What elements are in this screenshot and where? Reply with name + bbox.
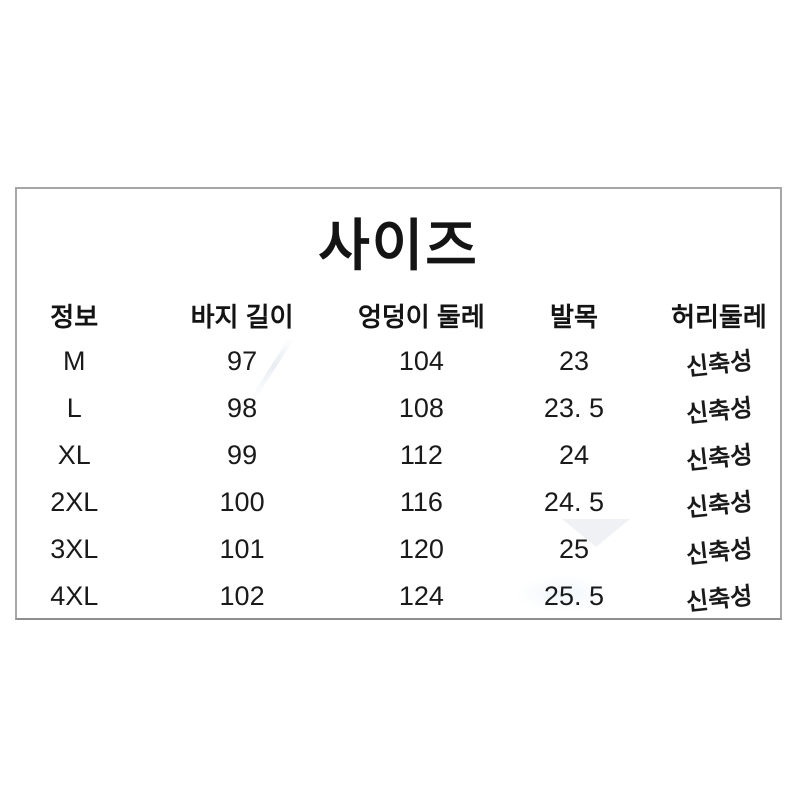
size-chart-panel: 사이즈 정보 바지 길이 엉덩이 둘레 발목 허리둘레 M 97 104 23 …: [15, 187, 782, 620]
cell-ankle: 23: [558, 346, 589, 376]
cell-hip: 108: [398, 393, 444, 423]
cell-size: M: [62, 346, 86, 376]
cell-hip: 124: [398, 581, 444, 611]
cell-waist-elasticity: 신축성: [684, 394, 754, 429]
cell-size: 2XL: [50, 487, 99, 517]
cell-size: L: [66, 393, 82, 423]
cell-ankle: 23. 5: [543, 393, 604, 423]
cell-ankle: 24: [558, 440, 589, 470]
column-header-info: 정보: [50, 301, 99, 332]
cell-hip: 112: [399, 440, 443, 470]
column-header-waist: 허리둘레: [671, 301, 767, 332]
cell-size: XL: [57, 440, 91, 470]
cell-pants-length: 97: [227, 346, 258, 376]
table-row: 2XL 100 116 24. 5 신축성: [17, 479, 780, 526]
cell-pants-length: 99: [227, 440, 258, 470]
cell-waist-elasticity: 신축성: [684, 582, 754, 617]
cell-pants-length: 98: [227, 393, 258, 423]
cell-hip: 104: [398, 346, 444, 376]
table-row: M 97 104 23 신축성: [17, 338, 780, 385]
cell-waist-elasticity: 신축성: [684, 535, 754, 570]
cell-ankle: 24. 5: [543, 487, 604, 517]
size-table: 정보 바지 길이 엉덩이 둘레 발목 허리둘레 M 97 104 23 신축성 …: [17, 293, 780, 620]
column-header-hip: 엉덩이 둘레: [357, 301, 485, 332]
cell-pants-length: 101: [219, 534, 265, 564]
cell-hip: 120: [398, 534, 444, 564]
cell-size: 3XL: [50, 534, 99, 564]
cell-ankle: 25. 5: [543, 581, 604, 611]
page-title: 사이즈: [318, 214, 479, 277]
cell-hip: 116: [399, 487, 443, 517]
table-row: 3XL 101 120 25 신축성: [17, 526, 780, 573]
table-row: 4XL 102 124 25. 5 신축성: [17, 573, 780, 620]
table-header-row: 정보 바지 길이 엉덩이 둘레 발목 허리둘레: [17, 293, 780, 337]
column-header-pants-length: 바지 길이: [190, 301, 294, 332]
cell-waist-elasticity: 신축성: [684, 488, 754, 523]
cell-waist-elasticity: 신축성: [684, 441, 754, 476]
table-row: XL 99 112 24 신축성: [17, 432, 780, 479]
cell-ankle: 25: [558, 534, 589, 564]
cell-size: 4XL: [50, 581, 99, 611]
column-header-ankle: 발목: [550, 301, 598, 332]
cell-pants-length: 102: [219, 581, 265, 611]
cell-pants-length: 100: [219, 487, 265, 517]
cell-waist-elasticity: 신축성: [684, 347, 754, 382]
table-row: L 98 108 23. 5 신축성: [17, 385, 780, 432]
